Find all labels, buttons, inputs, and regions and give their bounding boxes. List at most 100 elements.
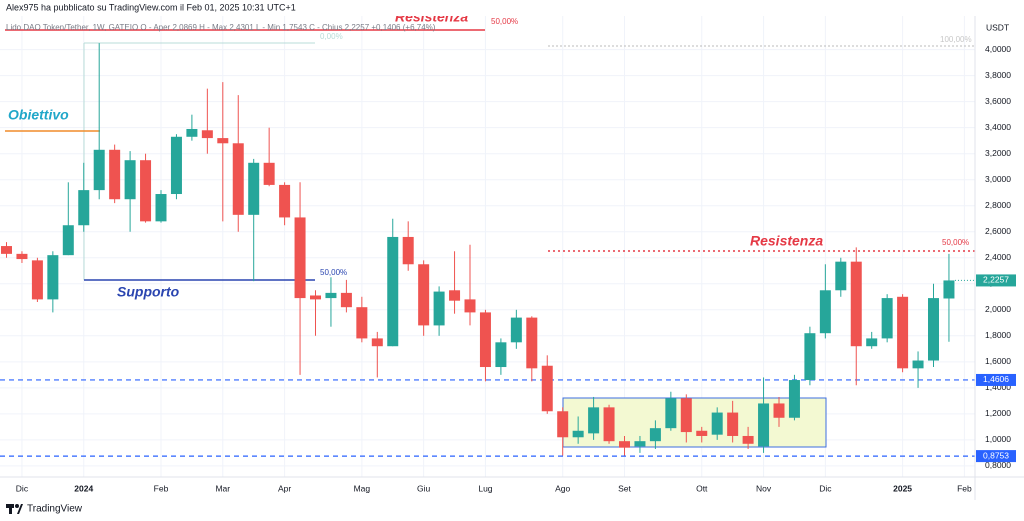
candle-body [170,136,182,195]
candle-body [402,236,414,265]
candle-body [78,190,90,226]
candle-body [124,160,136,200]
x-tick-label: 2024 [74,483,93,493]
header-bg [0,0,1024,16]
candle-body [140,160,152,222]
y-tick-label: 3,4000 [985,122,1011,132]
candle-body [526,317,538,369]
annotation: 0,00% [320,32,343,41]
x-tick-label: Giu [417,483,431,493]
x-axis: Dic 2024 Feb Mar Apr Mag Giu Lug Ago Set Ott Nov Dic… [16,483,972,493]
candle-body [387,236,399,347]
candle-body [279,184,291,218]
x-tick-label: Ott [696,483,708,493]
candle-body [495,342,507,368]
candle-body [356,307,368,339]
y-tick-label: 3,6000 [985,96,1011,106]
candle-body [93,149,105,191]
price-label-box [976,373,1016,386]
legend-text: Lido DAO Token/Tether, 1W, GATEIO O - Ap… [6,23,436,32]
x-tick-label: Ago [555,483,570,493]
candle-body [371,338,383,347]
candle-body [325,292,337,299]
candles [1,43,955,456]
candle-body [16,253,28,260]
candle-body [31,260,43,300]
y-tick-label: 1,2000 [985,408,1011,418]
y-tick-label: 1,6000 [985,356,1011,366]
x-tick-label: 2025 [893,483,912,493]
price-label: 0,8753 [983,450,1009,460]
brand: TradingView [27,504,83,515]
candle-body [758,403,770,447]
x-tick-label: Feb [154,483,169,493]
candle-body [603,407,615,442]
y-tick-label: 0,8000 [985,460,1011,470]
candle-body [804,333,816,381]
y-tick-label: 1,0000 [985,434,1011,444]
x-tick-label: Set [618,483,631,493]
y-tick-label: 3,8000 [985,70,1011,80]
candle-body [711,412,723,435]
annotation: Supporto [117,284,180,300]
range-box [562,397,827,448]
candle-body [201,130,213,139]
candle-body [479,312,491,368]
x-tick-label: Dic [16,483,29,493]
y-tick-label: 1,8000 [985,330,1011,340]
candle-body [1,246,12,254]
y-tick-label: 2,4000 [985,252,1011,262]
candle-body [665,398,677,429]
candle-body [866,338,878,347]
y-tick-label: 2,8000 [985,200,1011,210]
candle-body [340,292,352,308]
candle-body [310,295,321,300]
candle-body [186,128,198,137]
candle-body [696,430,708,436]
candle-body [464,299,476,313]
candle-body [835,261,847,291]
x-tick-label: Dic [819,483,832,493]
x-tick-label: Mag [354,483,371,493]
candle-body [928,298,939,361]
y-tick-label: 1,4000 [985,382,1011,392]
candle-body [263,162,275,185]
candle-body [742,435,754,444]
x-tick-label: Lug [478,483,492,493]
candle-body [897,296,909,369]
candle-body [449,290,461,301]
y-tick-label: 4,0000 [985,44,1011,54]
price-label-box [976,450,1016,463]
candle-body [881,298,893,339]
price-label-box [976,274,1016,287]
candle-body [943,280,955,299]
candle-body [773,403,785,418]
candle-body [248,162,260,215]
x-tick-label: Nov [756,483,772,493]
candle-body [232,143,244,215]
annotation: 50,00% [491,17,518,26]
candle-body [619,441,630,448]
candle-body [557,411,569,438]
candle-body [649,428,661,442]
candle-body [62,225,74,256]
candle-body [850,261,862,347]
candle-body [727,412,739,436]
y-tick-label: 3,0000 [985,174,1011,184]
annotation: 100,00% [940,35,972,44]
candle-body [912,360,924,369]
x-tick-label: Mar [215,483,230,493]
annotation: 50,00% [942,238,969,247]
price-label: 2,2257 [983,275,1009,285]
candle-body [418,264,430,326]
brand-logo [6,504,23,514]
annotation: Obiettivo [8,107,69,123]
annotation: Resistenza [750,233,823,249]
candle-body [588,407,600,434]
candle-body [819,290,831,334]
candle-body [155,194,167,222]
candle-body [47,255,59,300]
candle-body [680,398,692,433]
